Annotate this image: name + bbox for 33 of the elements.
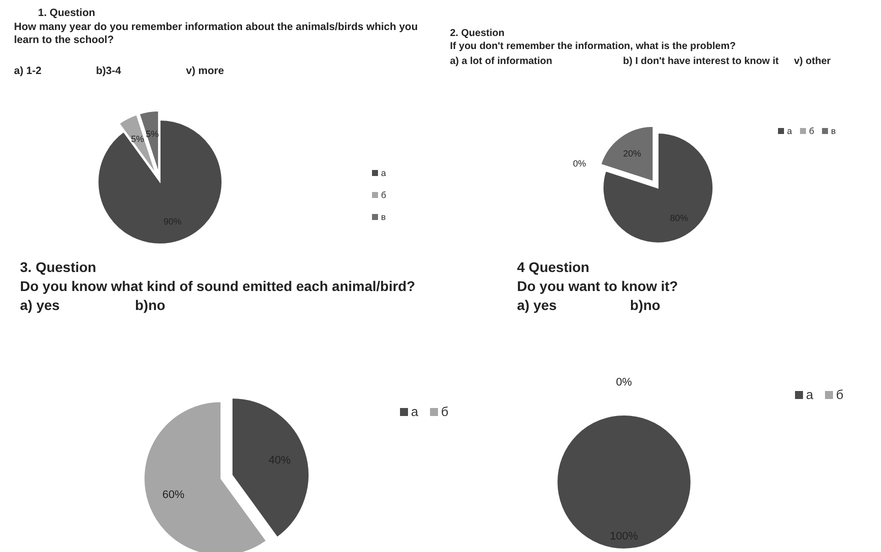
text: v) other <box>794 56 831 67</box>
chart-subtitle: If you don't remember the information, what is the problem? <box>450 41 736 52</box>
text: a) a lot of information <box>450 56 552 67</box>
text: a) yes <box>517 297 557 313</box>
legend-label: а <box>381 168 386 178</box>
data-label: 20% <box>623 148 642 158</box>
legend-label: в <box>381 212 386 222</box>
legend-label: в <box>831 126 836 136</box>
text: b)no <box>135 297 166 313</box>
chart-subtitle: How many year do you remember information about the animals/birds which you learn to the school? <box>14 21 418 46</box>
data-label: 60% <box>162 489 185 502</box>
chart-title: 4 Question <box>517 259 590 275</box>
legend-label: б <box>809 126 814 136</box>
text: v) more <box>186 65 224 77</box>
text: b) I don't have interest to know it <box>623 56 780 67</box>
chart-title: 1. Question <box>38 7 96 19</box>
text: 0% <box>616 376 632 388</box>
legend-label: б <box>441 404 448 419</box>
text: a) 1-2 <box>14 65 42 77</box>
text: a) yes <box>20 297 60 313</box>
text: b)3-4 <box>96 65 122 77</box>
text: 0% <box>573 158 586 169</box>
text: b)no <box>630 297 660 313</box>
legend-label: б <box>381 190 386 200</box>
legend-label: а <box>806 387 814 402</box>
data-label: 5% <box>130 134 144 144</box>
legend-label: а <box>411 404 419 419</box>
chart-subtitle: Do you want to know it? <box>517 278 678 294</box>
chart-subtitle: Do you know what kind of sound emitted each animal/bird? <box>20 278 416 294</box>
legend-label: б <box>836 387 844 402</box>
text: 2. Question <box>450 28 504 39</box>
legend-label: а <box>787 126 792 136</box>
chart-title: 3. Question <box>20 259 96 275</box>
